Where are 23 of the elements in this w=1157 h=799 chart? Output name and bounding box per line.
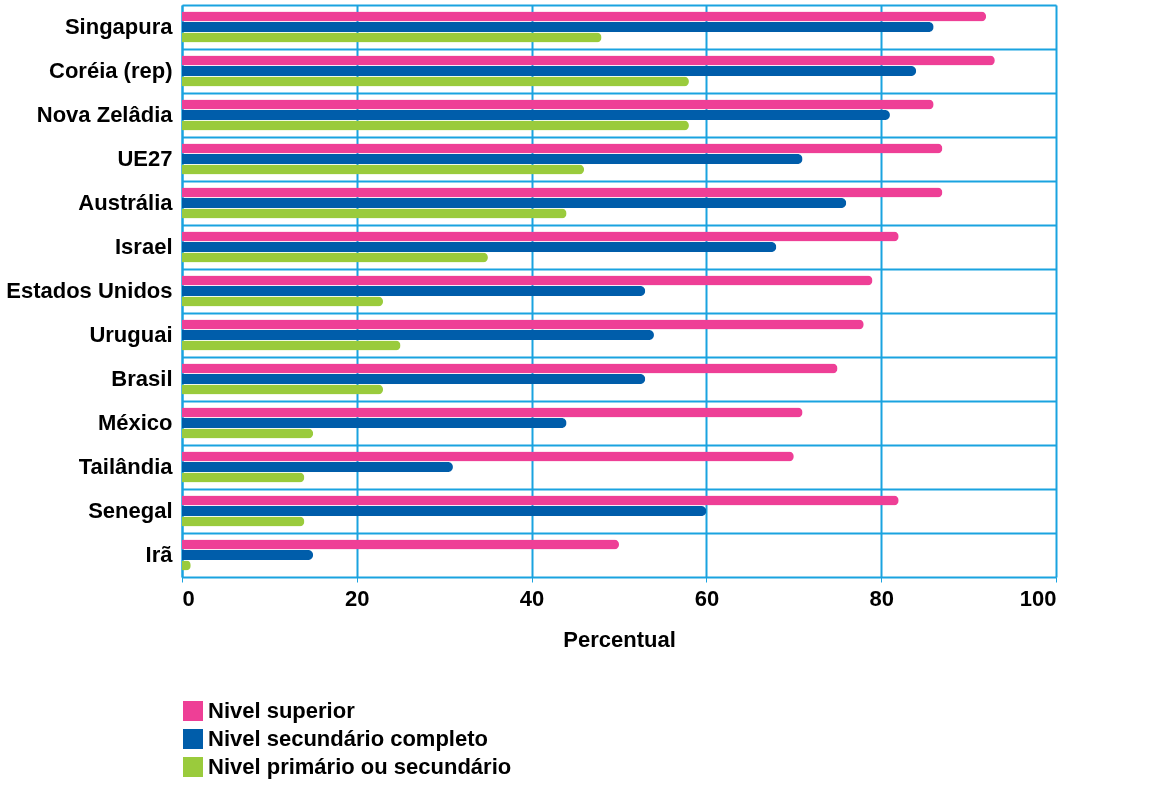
y-tick-label: México — [97, 410, 173, 435]
x-axis-title: Percentual — [563, 626, 676, 652]
y-tick-label: Coréia (rep) — [49, 58, 173, 83]
y-tick-label: Irã — [145, 542, 174, 567]
y-tick-label: Estados Unidos — [6, 278, 173, 303]
x-tick-label: 80 — [869, 585, 894, 611]
y-tick-label: Tailândia — [78, 454, 174, 479]
x-tick-label: 0 — [182, 585, 195, 611]
y-tick-label: Singapura — [64, 14, 174, 39]
y-tick-label: Nova Zelâdia — [36, 102, 174, 127]
legend-label: Nivel secundário completo — [208, 726, 488, 751]
y-tick-label: Austrália — [78, 190, 174, 215]
x-tick-label: 60 — [694, 585, 720, 611]
legend-label: Nivel superior — [208, 698, 356, 723]
y-tick-label: Senegal — [88, 498, 173, 523]
x-tick-label: 100 — [1019, 585, 1057, 611]
x-tick-label: 20 — [345, 585, 370, 611]
y-tick-label: Uruguai — [89, 322, 173, 347]
y-tick-label: Israel — [115, 234, 173, 259]
legend-label: Nivel primário ou secundário — [208, 754, 512, 779]
x-tick-label: 40 — [519, 585, 545, 611]
y-tick-label: Brasil — [111, 366, 173, 391]
y-tick-label: UE27 — [117, 146, 173, 171]
